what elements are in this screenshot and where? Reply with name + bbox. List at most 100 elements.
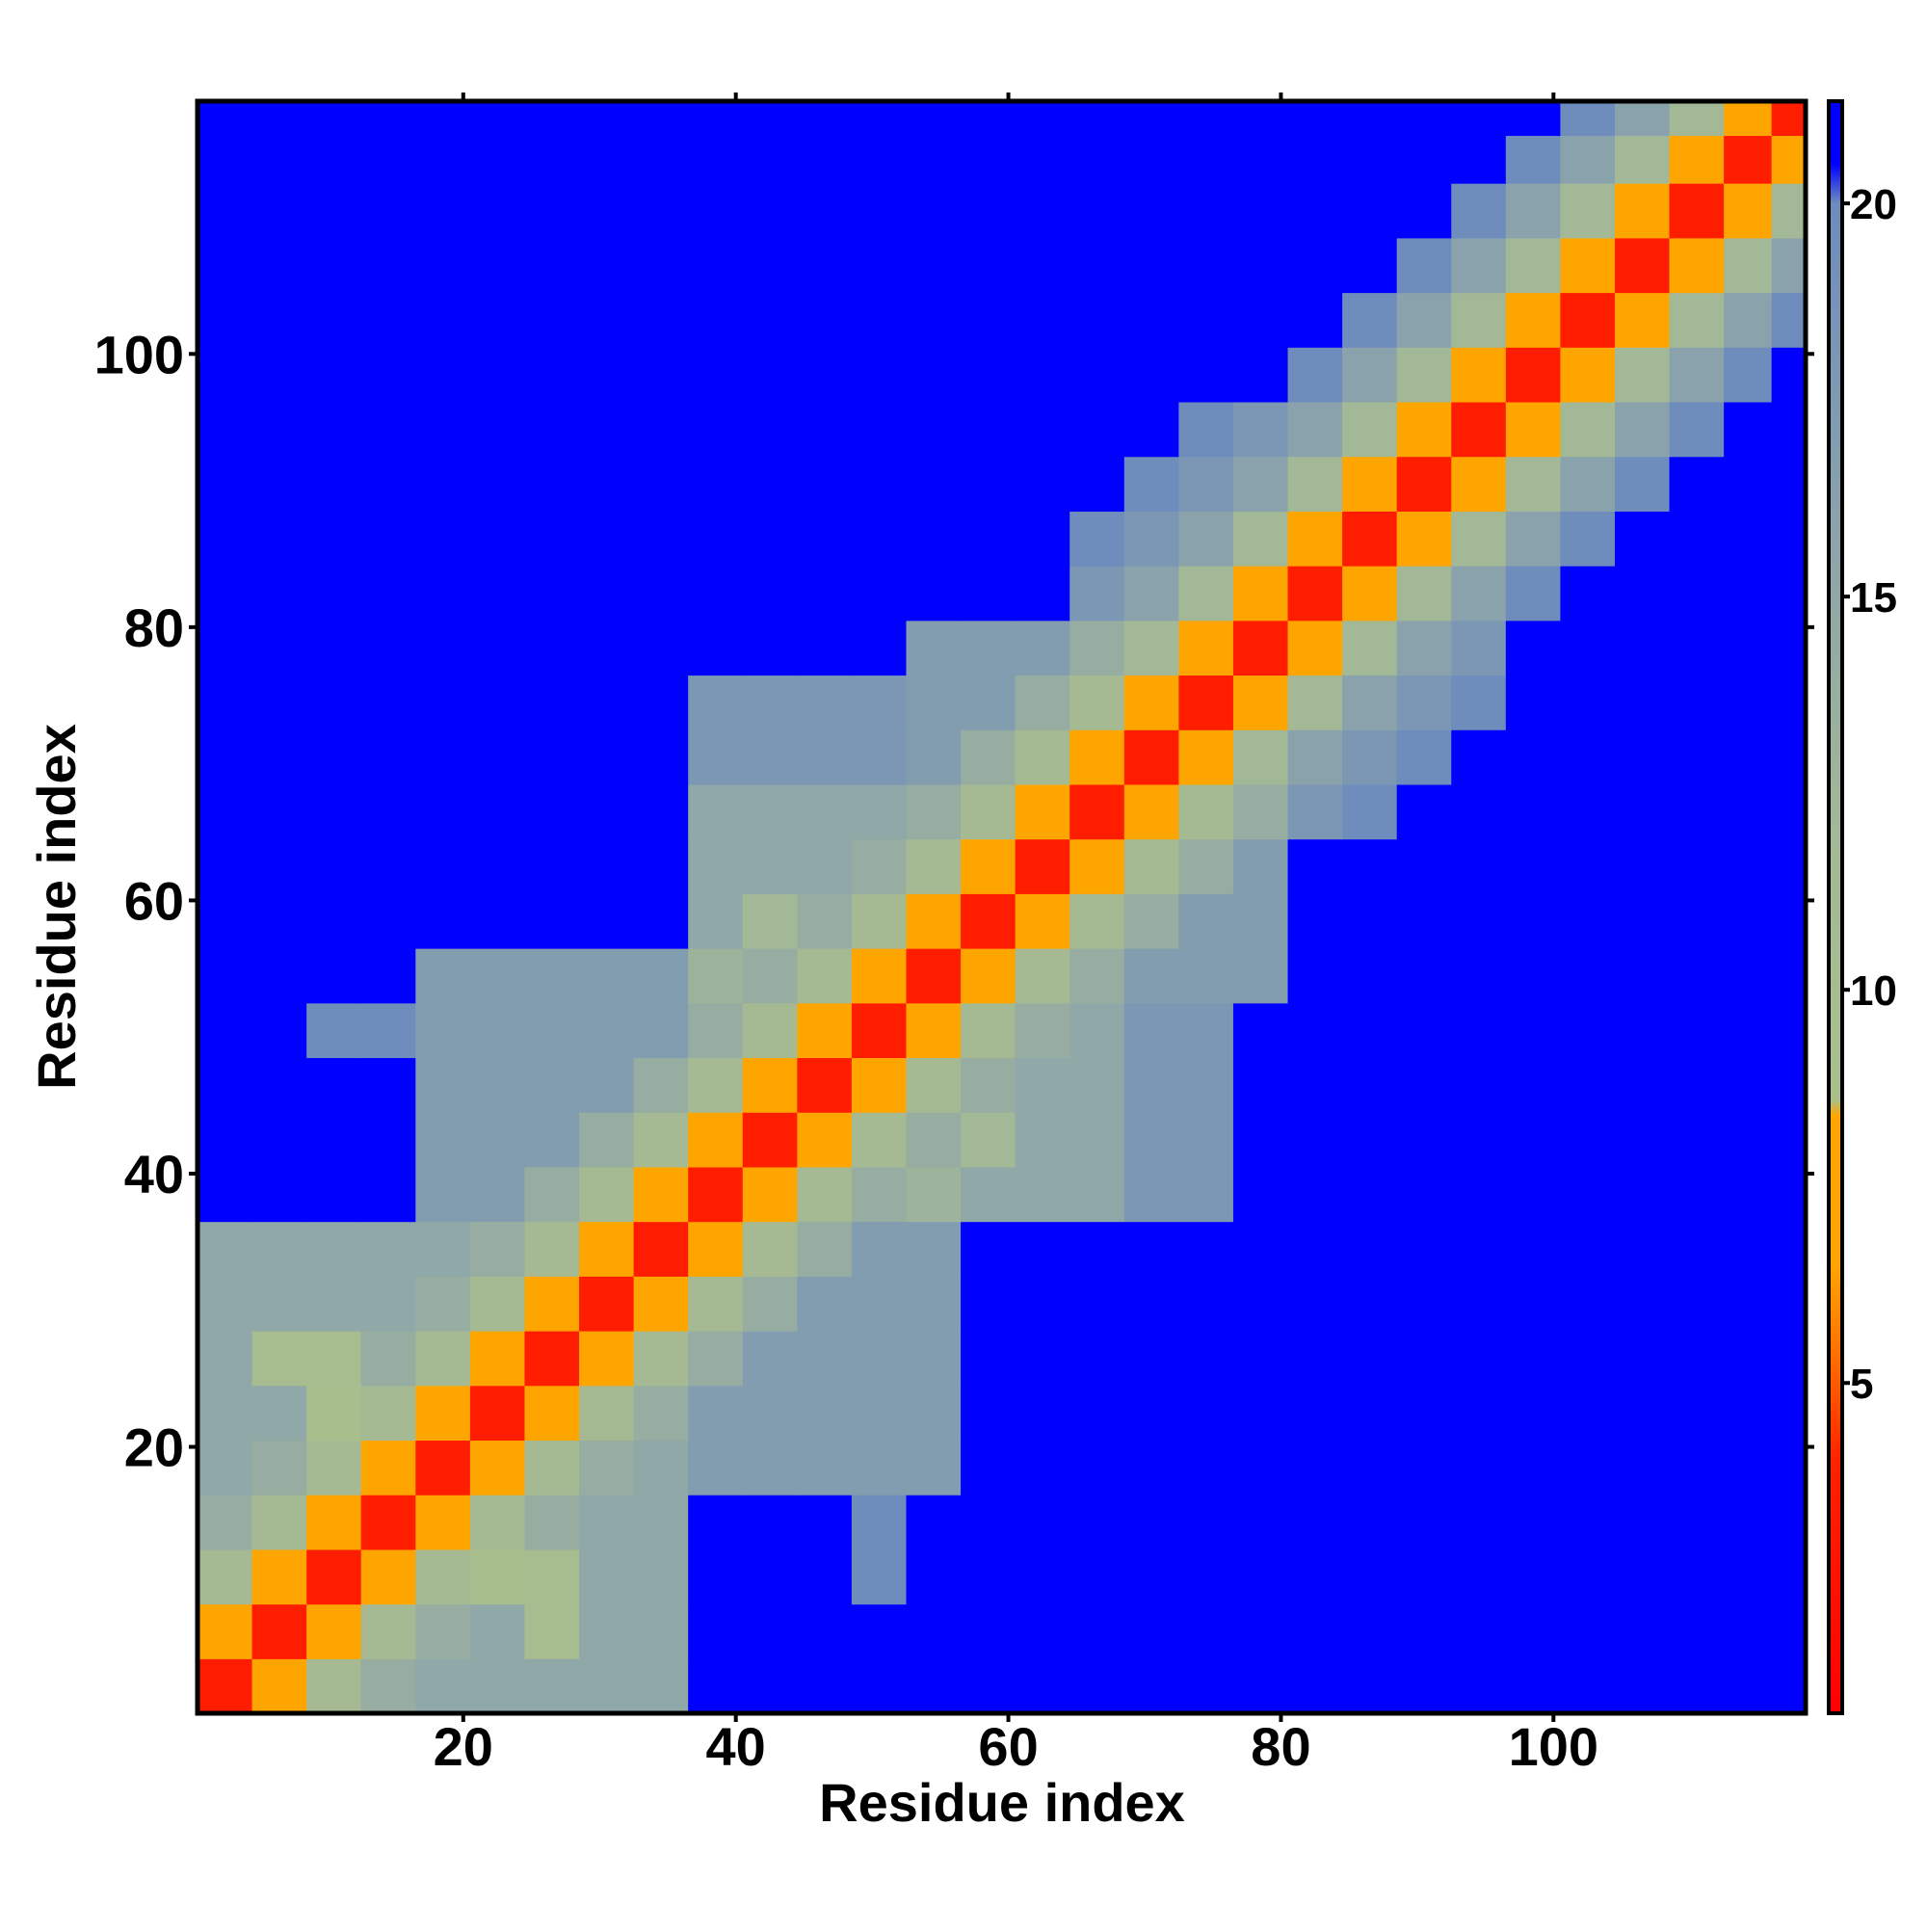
heatmap-cell	[1178, 675, 1234, 730]
heatmap-cell	[1178, 511, 1234, 567]
heatmap-cell	[1123, 893, 1179, 949]
heatmap-cell	[1287, 1057, 1343, 1113]
heatmap-cell	[579, 101, 635, 137]
heatmap-cell	[906, 1166, 962, 1223]
heatmap-cell	[1669, 1276, 1725, 1332]
heatmap-cell	[961, 1495, 1016, 1550]
heatmap-cell	[306, 292, 362, 348]
heatmap-cell	[1724, 1221, 1773, 1277]
heatmap-cell	[1724, 566, 1773, 622]
heatmap-cell	[1724, 1495, 1773, 1550]
heatmap-cell	[688, 838, 744, 894]
heatmap-cell	[961, 456, 1016, 512]
heatmap-cell	[360, 101, 416, 137]
heatmap-cell	[524, 1548, 580, 1605]
heatmap-cell	[1614, 1002, 1671, 1059]
heatmap-cell	[1614, 1221, 1671, 1277]
heatmap-cell	[1342, 566, 1398, 622]
heatmap-cell	[1342, 292, 1398, 348]
heatmap-cell	[1614, 729, 1671, 785]
heatmap-cell	[1771, 566, 1807, 622]
heatmap-cell	[1669, 1112, 1725, 1168]
heatmap-cell	[906, 948, 962, 1004]
heatmap-cell	[1771, 101, 1807, 137]
heatmap-cell	[1232, 783, 1289, 840]
heatmap-cell	[633, 1331, 689, 1387]
heatmap-cell	[579, 1002, 635, 1059]
heatmap-cell	[797, 783, 853, 840]
heatmap-cell	[579, 566, 635, 622]
heatmap-cell	[1123, 101, 1179, 137]
heatmap-cell	[1178, 401, 1234, 458]
heatmap-cell	[469, 456, 526, 512]
heatmap-cell	[742, 1658, 798, 1714]
heatmap-cell	[1669, 620, 1725, 676]
heatmap-cell	[1069, 893, 1125, 949]
heatmap-cell	[1232, 456, 1289, 512]
heatmap-cell	[1342, 347, 1398, 403]
heatmap-cell	[1614, 401, 1671, 458]
heatmap-cell	[1614, 893, 1671, 949]
heatmap-cell	[524, 1331, 580, 1387]
heatmap-cell	[688, 135, 744, 184]
heatmap-cell	[1287, 237, 1343, 294]
heatmap-cell	[851, 347, 908, 403]
heatmap-cell	[1123, 1658, 1179, 1714]
y-tick-label: 80	[124, 597, 184, 658]
heatmap-cell	[360, 1221, 416, 1277]
heatmap-cell	[961, 183, 1016, 239]
heatmap-cell	[198, 237, 253, 294]
heatmap-cell	[415, 675, 471, 730]
heatmap-cell	[1069, 1112, 1125, 1168]
heatmap-cell	[1178, 838, 1234, 894]
heatmap-cell	[1771, 292, 1807, 348]
heatmap-cell	[1178, 1276, 1234, 1332]
heatmap-cell	[742, 1385, 798, 1442]
heatmap-cell	[469, 948, 526, 1004]
heatmap-cell	[1505, 1166, 1562, 1223]
heatmap-cell	[1771, 1276, 1807, 1332]
heatmap-cell	[797, 1002, 853, 1059]
heatmap-cell	[1451, 1057, 1507, 1113]
heatmap-cell	[469, 1495, 526, 1550]
heatmap-cell	[251, 1440, 307, 1495]
heatmap-cell	[306, 1385, 362, 1442]
colorbar-tick-label: 20	[1850, 181, 1897, 228]
heatmap-cell	[1724, 237, 1773, 294]
heatmap-cell	[797, 292, 853, 348]
heatmap-cell	[1342, 620, 1398, 676]
heatmap-cell	[1505, 1658, 1562, 1714]
heatmap-cell	[1178, 1331, 1234, 1387]
heatmap-cell	[906, 401, 962, 458]
heatmap-cell	[198, 893, 253, 949]
heatmap-cell	[1123, 183, 1179, 239]
heatmap-cell	[469, 1057, 526, 1113]
heatmap-cell	[688, 620, 744, 676]
heatmap-cell	[1069, 1603, 1125, 1659]
heatmap-cell	[415, 783, 471, 840]
heatmap-cell	[524, 456, 580, 512]
heatmap-cell	[1178, 1603, 1234, 1659]
heatmap-cell	[1771, 1057, 1807, 1113]
heatmap-cell	[688, 292, 744, 348]
heatmap-cell	[1451, 1548, 1507, 1605]
heatmap-cell	[1069, 101, 1125, 137]
heatmap-cell	[524, 783, 580, 840]
heatmap-cell	[1342, 1331, 1398, 1387]
heatmap-cell	[360, 620, 416, 676]
heatmap-cell	[1015, 1276, 1070, 1332]
heatmap-cell	[1451, 183, 1507, 239]
heatmap-cell	[1396, 101, 1452, 137]
heatmap-cell	[1771, 1385, 1807, 1442]
heatmap-cell	[1069, 511, 1125, 567]
heatmap-cell	[1724, 1331, 1773, 1387]
heatmap-cell	[1771, 1112, 1807, 1168]
heatmap-cell	[633, 948, 689, 1004]
heatmap-cell	[1342, 1495, 1398, 1550]
heatmap-cell	[1614, 456, 1671, 512]
heatmap-cell	[1232, 620, 1289, 676]
heatmap-cell	[1505, 1603, 1562, 1659]
heatmap-cell	[1771, 729, 1807, 785]
heatmap-cell	[851, 1440, 908, 1495]
heatmap-cell	[1396, 620, 1452, 676]
